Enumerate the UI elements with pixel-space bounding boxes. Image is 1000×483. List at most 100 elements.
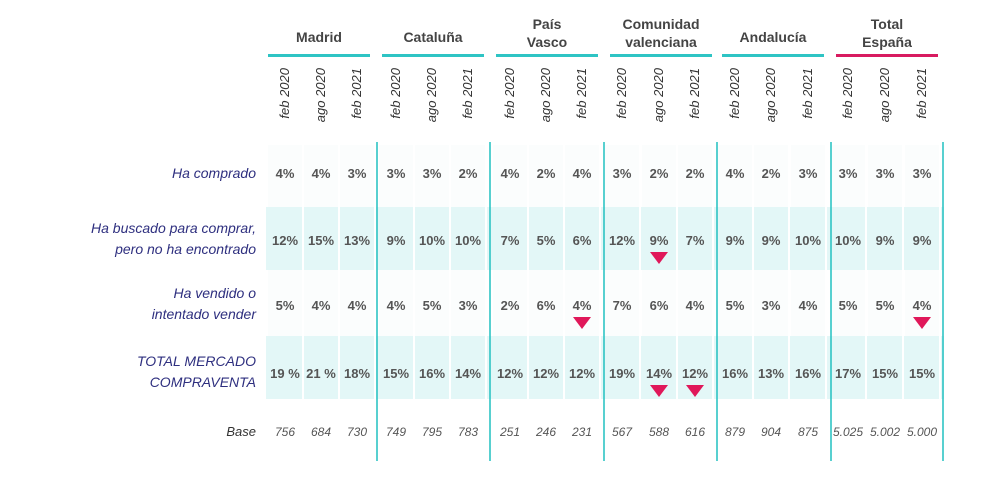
table-cell: 19 % xyxy=(270,366,300,381)
table-cell: 5% xyxy=(876,298,895,313)
period-label: feb 2021 xyxy=(914,68,929,119)
table-cell: 4% xyxy=(312,298,331,313)
table-cell: 16% xyxy=(795,366,821,381)
table-cell: 7% xyxy=(501,233,520,248)
table-cell: 4% xyxy=(799,298,818,313)
table-cell: 19% xyxy=(609,366,635,381)
table-cell: 3% xyxy=(387,166,406,181)
table-cell: 3% xyxy=(913,166,932,181)
table-cell: 5% xyxy=(423,298,442,313)
region-header: Cataluña xyxy=(403,29,462,45)
table-cell: 9% xyxy=(876,233,895,248)
period-label: feb 2020 xyxy=(840,67,855,118)
region-header-line: Total xyxy=(871,16,903,32)
table-cell: 2% xyxy=(501,298,520,313)
table-cell: 4% xyxy=(387,298,406,313)
table-cell: 10% xyxy=(419,233,445,248)
base-value: 684 xyxy=(311,425,331,439)
period-label: feb 2021 xyxy=(574,68,589,119)
base-value: 588 xyxy=(649,425,669,439)
table-cell: 14% xyxy=(646,366,672,381)
table-cell: 4% xyxy=(312,166,331,181)
period-label: feb 2020 xyxy=(614,67,629,118)
table-cell: 18% xyxy=(344,366,370,381)
decrease-marker-icon xyxy=(650,385,668,397)
table-cell: 21 % xyxy=(306,366,336,381)
row-label-line: intentado vender xyxy=(152,306,258,322)
period-label: ago 2020 xyxy=(877,67,892,122)
period-label: ago 2020 xyxy=(313,67,328,122)
table-cell: 12% xyxy=(533,366,559,381)
base-value: 5.000 xyxy=(907,425,937,439)
region-underline xyxy=(610,54,712,57)
base-value: 730 xyxy=(347,425,367,439)
base-value: 749 xyxy=(386,425,406,439)
table-cell: 9% xyxy=(387,233,406,248)
period-label: feb 2020 xyxy=(727,67,742,118)
table-cell: 12% xyxy=(569,366,595,381)
table-cell: 5% xyxy=(726,298,745,313)
period-label: feb 2021 xyxy=(800,68,815,119)
table-cell: 17% xyxy=(835,366,861,381)
region-underline xyxy=(722,54,824,57)
table-cell: 3% xyxy=(799,166,818,181)
table-cell: 9% xyxy=(650,233,669,248)
period-label: feb 2021 xyxy=(460,68,475,119)
base-value: 246 xyxy=(535,425,556,439)
region-header-line: valenciana xyxy=(625,34,697,50)
region-header: Andalucía xyxy=(740,29,807,45)
table-cell: 14% xyxy=(455,366,481,381)
table-cell: 5% xyxy=(839,298,858,313)
table-cell: 4% xyxy=(276,166,295,181)
period-label: feb 2020 xyxy=(277,67,292,118)
table-cell: 12% xyxy=(682,366,708,381)
period-label: feb 2021 xyxy=(687,68,702,119)
row-label-line: COMPRAVENTA xyxy=(150,374,256,390)
row-label-line: Ha buscado para comprar, xyxy=(91,220,256,236)
table-cell: 15% xyxy=(872,366,898,381)
base-value: 5.002 xyxy=(870,425,900,439)
table-cell: 13% xyxy=(758,366,784,381)
base-value: 616 xyxy=(685,425,705,439)
base-label: Base xyxy=(226,424,256,439)
row-label: Ha comprado xyxy=(172,165,256,181)
period-label: ago 2020 xyxy=(424,67,439,122)
table-cell: 10% xyxy=(795,233,821,248)
table-cell: 10% xyxy=(455,233,481,248)
region-underline xyxy=(268,54,370,57)
row-label-line: Ha vendido o xyxy=(173,285,256,301)
table-cell: 2% xyxy=(459,166,478,181)
base-value: 879 xyxy=(725,425,745,439)
table-cell: 4% xyxy=(573,298,592,313)
table-cell: 3% xyxy=(876,166,895,181)
base-value: 756 xyxy=(275,425,295,439)
table-cell: 6% xyxy=(650,298,669,313)
decrease-marker-icon xyxy=(913,317,931,329)
table-cell: 12% xyxy=(497,366,523,381)
base-value: 567 xyxy=(612,425,633,439)
table-cell: 7% xyxy=(686,233,705,248)
period-label: feb 2020 xyxy=(502,67,517,118)
table-cell: 12% xyxy=(272,233,298,248)
region-header-line: País xyxy=(533,16,562,32)
table-cell: 2% xyxy=(762,166,781,181)
region-underline xyxy=(836,54,938,57)
period-label: ago 2020 xyxy=(763,67,778,122)
decrease-marker-icon xyxy=(686,385,704,397)
table-cell: 3% xyxy=(423,166,442,181)
region-header-line: Vasco xyxy=(527,34,567,50)
base-value: 875 xyxy=(798,425,818,439)
period-label: ago 2020 xyxy=(538,67,553,122)
period-label: ago 2020 xyxy=(651,67,666,122)
period-label: feb 2021 xyxy=(349,68,364,119)
table-cell: 3% xyxy=(839,166,858,181)
base-value: 904 xyxy=(761,425,781,439)
period-label: feb 2020 xyxy=(388,67,403,118)
table-cell: 9% xyxy=(913,233,932,248)
table-cell: 3% xyxy=(459,298,478,313)
table-cell: 4% xyxy=(348,298,367,313)
table-cell: 9% xyxy=(726,233,745,248)
region-header: Madrid xyxy=(296,29,342,45)
table-cell: 4% xyxy=(573,166,592,181)
